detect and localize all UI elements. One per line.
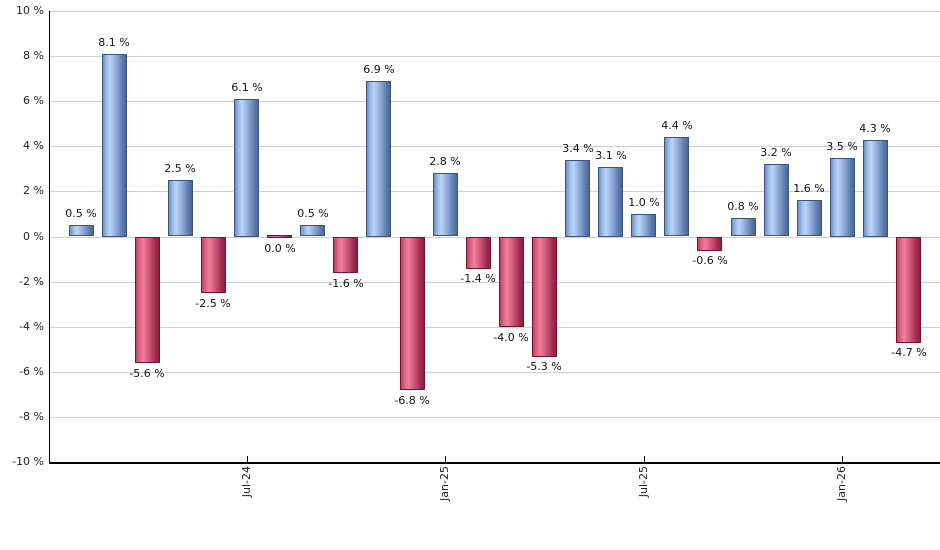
y-axis-tick-label: -6 % bbox=[19, 365, 44, 378]
bar-value-label: 1.0 % bbox=[628, 196, 660, 209]
x-axis-tick-label: Jan-25 bbox=[438, 466, 451, 501]
bar[interactable] bbox=[863, 140, 888, 237]
bar-value-label: 4.4 % bbox=[661, 119, 693, 132]
bar[interactable] bbox=[896, 237, 921, 343]
y-axis-tick-label: -2 % bbox=[19, 275, 44, 288]
bar[interactable] bbox=[102, 54, 127, 237]
bar[interactable] bbox=[300, 225, 325, 236]
y-gridline bbox=[49, 191, 940, 192]
bar-value-label: -5.6 % bbox=[129, 367, 165, 380]
x-axis-tick-label: Jul-24 bbox=[240, 466, 253, 498]
y-gridline bbox=[49, 327, 940, 328]
bar-value-label: 1.6 % bbox=[793, 182, 825, 195]
bar-value-label: 0.0 % bbox=[264, 242, 296, 255]
bar[interactable] bbox=[797, 200, 822, 236]
y-axis-tick-label: 8 % bbox=[23, 49, 44, 62]
y-axis-tick-label: 10 % bbox=[16, 4, 44, 17]
bar-value-label: -0.6 % bbox=[692, 254, 728, 267]
y-gridline bbox=[49, 11, 940, 12]
bar[interactable] bbox=[830, 158, 855, 237]
bar-value-label: 3.4 % bbox=[562, 142, 594, 155]
bar[interactable] bbox=[631, 214, 656, 237]
bar[interactable] bbox=[168, 180, 193, 236]
y-gridline bbox=[49, 372, 940, 373]
y-axis-tick-label: 4 % bbox=[23, 139, 44, 152]
y-axis-tick-label: -8 % bbox=[19, 410, 44, 423]
bar[interactable] bbox=[433, 173, 458, 236]
bar[interactable] bbox=[598, 167, 623, 237]
y-gridline bbox=[49, 237, 940, 238]
bar-value-label: -5.3 % bbox=[526, 360, 562, 373]
bar[interactable] bbox=[366, 81, 391, 237]
bar-value-label: -4.0 % bbox=[493, 331, 529, 344]
x-axis-tick bbox=[247, 456, 248, 464]
y-gridline bbox=[49, 146, 940, 147]
x-axis-line bbox=[49, 462, 940, 464]
bar[interactable] bbox=[466, 237, 491, 269]
bar[interactable] bbox=[731, 218, 756, 236]
x-axis-tick-label: Jul-25 bbox=[637, 466, 650, 498]
bar[interactable] bbox=[697, 237, 722, 251]
bar[interactable] bbox=[69, 225, 94, 236]
bar[interactable] bbox=[135, 237, 160, 363]
bar[interactable] bbox=[201, 237, 226, 293]
bar-value-label: -1.6 % bbox=[328, 277, 364, 290]
bar-value-label: 6.1 % bbox=[231, 81, 263, 94]
bar[interactable] bbox=[532, 237, 557, 357]
bar-value-label: 3.5 % bbox=[826, 140, 858, 153]
y-gridline bbox=[49, 56, 940, 57]
x-axis-tick-label: Jan-26 bbox=[835, 466, 848, 501]
bar[interactable] bbox=[234, 99, 259, 237]
y-gridline bbox=[49, 417, 940, 418]
bar-value-label: 0.8 % bbox=[727, 200, 759, 213]
y-axis-tick-label: 0 % bbox=[23, 230, 44, 243]
y-axis-tick-label: -10 % bbox=[12, 455, 44, 468]
y-axis-line bbox=[49, 11, 50, 464]
bar-value-label: -1.4 % bbox=[460, 272, 496, 285]
bar-value-label: 0.5 % bbox=[65, 207, 97, 220]
bar-value-label: 4.3 % bbox=[859, 122, 891, 135]
bar-value-label: 2.5 % bbox=[164, 162, 196, 175]
y-axis-tick-label: -4 % bbox=[19, 320, 44, 333]
bar-value-label: 3.2 % bbox=[760, 146, 792, 159]
bar-value-label: -2.5 % bbox=[195, 297, 231, 310]
y-gridline bbox=[49, 101, 940, 102]
bar-value-label: 0.5 % bbox=[297, 207, 329, 220]
bar[interactable] bbox=[764, 164, 789, 236]
bar[interactable] bbox=[664, 137, 689, 236]
y-axis-tick-label: 2 % bbox=[23, 184, 44, 197]
y-gridline bbox=[49, 282, 940, 283]
bar-value-label: -4.7 % bbox=[891, 346, 927, 359]
x-axis-tick bbox=[445, 456, 446, 464]
bar[interactable] bbox=[499, 237, 524, 327]
y-axis-tick-label: 6 % bbox=[23, 94, 44, 107]
bar-value-label: 6.9 % bbox=[363, 63, 395, 76]
bar-value-label: 8.1 % bbox=[98, 36, 130, 49]
bar-value-label: -6.8 % bbox=[394, 394, 430, 407]
x-axis-tick bbox=[644, 456, 645, 464]
x-axis-tick bbox=[842, 456, 843, 464]
bar[interactable] bbox=[333, 237, 358, 273]
bar-value-label: 3.1 % bbox=[595, 149, 627, 162]
bar[interactable] bbox=[267, 235, 292, 238]
bar-value-label: 2.8 % bbox=[429, 155, 461, 168]
bar[interactable] bbox=[565, 160, 590, 237]
bar[interactable] bbox=[400, 237, 425, 390]
